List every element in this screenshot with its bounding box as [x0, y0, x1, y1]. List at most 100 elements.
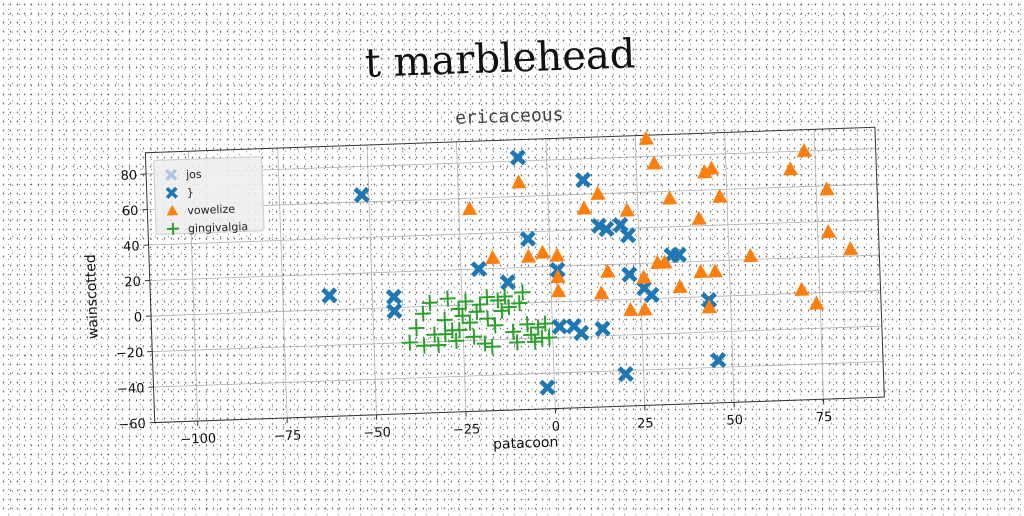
data-point: [743, 248, 759, 263]
y-tick-label: 20: [124, 275, 141, 291]
x-tick-label: −100: [180, 431, 216, 447]
data-point: [487, 317, 504, 334]
data-point: [783, 161, 799, 176]
data-point: [501, 299, 518, 316]
y-tick-label: −60: [118, 417, 146, 433]
data-point: [437, 312, 454, 329]
data-point: [422, 294, 439, 311]
y-tick-label: 40: [123, 239, 140, 255]
legend-label: vowelize: [187, 203, 235, 218]
data-point: [636, 269, 652, 284]
y-gridline: [154, 362, 884, 387]
data-point: [646, 155, 662, 170]
data-point: [439, 290, 456, 307]
data-point: [821, 224, 837, 239]
data-point: [710, 352, 727, 369]
data-point: [493, 303, 510, 320]
x-axis-label: patacoon: [493, 434, 559, 452]
data-point: [451, 322, 468, 339]
x-tick-label: −75: [274, 428, 302, 444]
x-gridline: [814, 129, 823, 399]
data-point: [511, 295, 528, 312]
data-point: [691, 210, 707, 225]
data-point: [530, 319, 547, 336]
data-point: [550, 283, 566, 298]
data-point: [809, 295, 825, 310]
legend: jos} vowelize gingivalgia: [154, 157, 265, 237]
data-point: [575, 172, 592, 189]
data-point: [796, 143, 812, 158]
legend-label: gingivalgia: [188, 220, 249, 235]
data-point: [707, 263, 723, 278]
data-point: [643, 287, 660, 304]
y-tick-label: 0: [134, 310, 143, 325]
data-point: [537, 315, 554, 332]
x-tick-label: 25: [637, 416, 654, 432]
data-point: [450, 301, 467, 318]
data-point: [521, 248, 537, 263]
data-point: [623, 302, 639, 317]
data-point: [416, 337, 433, 354]
data-point: [457, 293, 474, 310]
data-point: [551, 318, 568, 335]
y-tick-label: −20: [116, 346, 144, 362]
x-tick-label: 75: [816, 410, 833, 426]
data-point: [621, 266, 638, 283]
y-axis-label: wainscotted: [83, 254, 102, 339]
data-point: [535, 244, 551, 259]
data-point: [594, 320, 611, 337]
x-tick-label: −25: [453, 422, 481, 438]
data-point: [520, 231, 537, 248]
data-point: [594, 285, 610, 300]
x-gridline: [456, 142, 465, 412]
data-point: [638, 131, 654, 146]
data-point: [448, 333, 465, 350]
data-point: [386, 303, 403, 320]
data-point: [490, 292, 507, 309]
data-point: [637, 301, 653, 316]
legend-label: jos: [185, 168, 202, 182]
data-point: [511, 174, 527, 189]
data-point: [468, 304, 485, 321]
data-point: [479, 310, 496, 327]
data-point: [523, 326, 540, 343]
x-tick-label: −50: [363, 425, 391, 441]
data-point: [819, 181, 835, 196]
chart-title: ericaceous: [455, 104, 564, 129]
data-point: [693, 264, 709, 279]
data-point: [514, 284, 531, 301]
data-point: [794, 282, 810, 297]
y-tick-label: 60: [122, 204, 139, 220]
data-point: [617, 366, 634, 383]
data-point: [576, 200, 592, 215]
x-gridline: [367, 145, 376, 415]
data-point: [408, 320, 425, 337]
x-tick-label: 50: [726, 413, 743, 429]
data-point: [519, 316, 536, 333]
data-point: [454, 308, 471, 325]
y-tick-label: 80: [120, 168, 137, 184]
data-point: [600, 263, 616, 278]
data-point: [321, 287, 338, 304]
data-point: [497, 288, 514, 305]
data-point: [415, 305, 432, 322]
data-point: [573, 325, 590, 342]
data-point: [527, 333, 544, 350]
x-tick-label: 0: [552, 419, 561, 434]
data-point: [539, 379, 556, 396]
legend-label: }: [187, 186, 194, 199]
x-gridline: [278, 148, 287, 418]
data-point: [712, 188, 728, 203]
data-point: [401, 334, 418, 351]
data-point: [477, 335, 494, 352]
data-point: [430, 337, 447, 354]
data-point: [462, 201, 478, 216]
data-point: [662, 190, 678, 205]
data-point: [485, 250, 501, 265]
data-point: [466, 328, 483, 345]
data-point: [479, 289, 496, 306]
data-point: [549, 247, 565, 262]
data-point: [505, 324, 522, 341]
